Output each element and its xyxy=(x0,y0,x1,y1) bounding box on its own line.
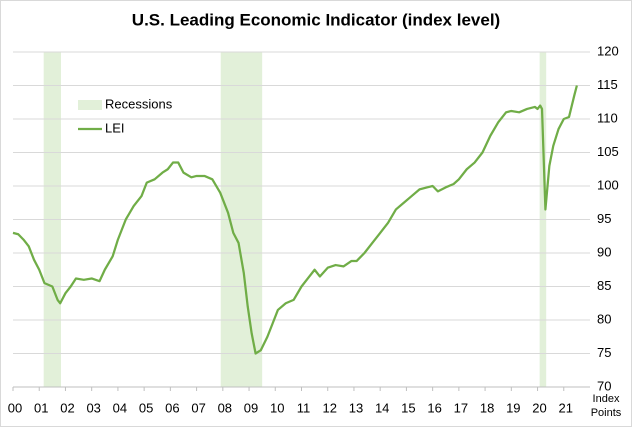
x-tick-label: 07 xyxy=(191,400,205,415)
legend-swatch xyxy=(78,100,102,110)
y-tick-label: 105 xyxy=(597,144,619,159)
y-tick-label: 100 xyxy=(597,177,619,192)
x-tick-label: 12 xyxy=(322,400,336,415)
x-tick-label: 17 xyxy=(454,400,468,415)
x-tick-label: 01 xyxy=(34,400,48,415)
y-tick-label: 80 xyxy=(597,311,611,326)
y-tick-label: 110 xyxy=(597,110,618,125)
y-tick-label: 95 xyxy=(597,211,611,226)
x-tick-label: 00 xyxy=(8,400,22,415)
x-tick-label: 03 xyxy=(86,400,100,415)
legend-label: Recessions xyxy=(105,96,173,111)
x-tick-label: 05 xyxy=(139,400,153,415)
x-tick-label: 04 xyxy=(113,400,127,415)
x-tick-label: 19 xyxy=(506,400,520,415)
x-tick-label: 11 xyxy=(297,400,311,415)
axis-label: Index xyxy=(593,393,620,405)
x-tick-label: 09 xyxy=(244,400,258,415)
chart-title: U.S. Leading Economic Indicator (index l… xyxy=(132,10,500,29)
x-tick-label: 15 xyxy=(401,400,415,415)
data-line xyxy=(12,85,578,355)
x-tick-label: 10 xyxy=(270,400,284,415)
x-tick-label: 18 xyxy=(480,400,494,415)
x-tick-label: 08 xyxy=(218,400,232,415)
y-tick-label: 75 xyxy=(597,345,611,360)
x-tick-label: 21 xyxy=(559,400,573,415)
y-tick-label: 120 xyxy=(597,43,619,58)
axis-label: Points xyxy=(591,407,622,419)
x-tick-label: 06 xyxy=(165,400,179,415)
y-tick-label: 90 xyxy=(597,244,611,259)
x-tick-label: 02 xyxy=(60,400,74,415)
y-tick-label: 85 xyxy=(597,278,611,293)
x-tick-label: 13 xyxy=(349,400,363,415)
x-tick-label: 14 xyxy=(375,400,389,415)
legend-label: LEI xyxy=(105,120,125,135)
x-tick-label: 16 xyxy=(427,400,441,415)
x-tick-label: 20 xyxy=(532,400,546,415)
y-tick-label: 70 xyxy=(597,378,611,393)
y-tick-label: 115 xyxy=(597,77,618,92)
